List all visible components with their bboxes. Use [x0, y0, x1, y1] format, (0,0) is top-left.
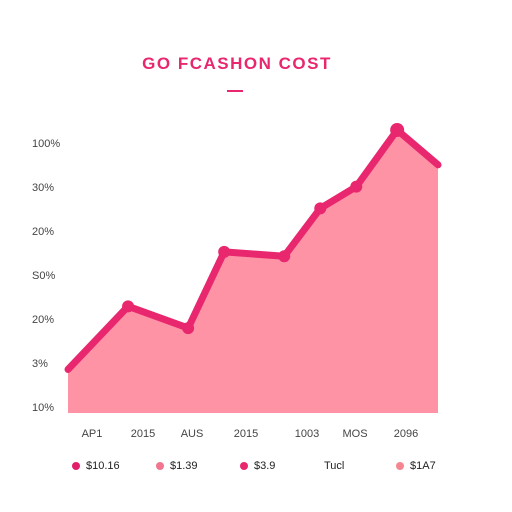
series-area: [68, 130, 438, 413]
plot-area: [64, 123, 442, 413]
y-tick-label: S0%: [32, 270, 55, 282]
legend-label: $10.16: [86, 460, 120, 472]
legend-label: $1.39: [170, 460, 198, 472]
legend: $10.16 $1.39 $3.9 Tucl $1A7: [72, 460, 452, 478]
y-axis-ticks: 100% 30% 20% S0% 20% 3% 10%: [32, 138, 60, 414]
data-point: [314, 202, 327, 215]
legend-label: Tucl: [324, 460, 345, 472]
chart-title: GO FCASHON COST: [142, 54, 332, 73]
x-tick-label: 2015: [131, 428, 155, 440]
legend-label: $3.9: [254, 460, 276, 472]
y-tick-label: 10%: [32, 402, 54, 414]
x-tick-label: 2096: [394, 428, 418, 440]
title-underline: [227, 90, 243, 92]
x-tick-label: 2015: [234, 428, 258, 440]
legend-item: $1A7: [396, 460, 436, 472]
legend-swatch: [396, 462, 404, 470]
y-tick-label: 30%: [32, 182, 54, 194]
y-tick-label: 100%: [32, 138, 60, 150]
data-point: [278, 250, 291, 263]
y-tick-label: 3%: [32, 358, 48, 370]
data-point: [390, 123, 405, 137]
data-point: [122, 300, 135, 313]
y-tick-label: 20%: [32, 314, 54, 326]
x-tick-label: MOS: [342, 428, 367, 440]
y-tick-label: 20%: [32, 226, 54, 238]
x-axis-ticks: AP1 2015 AUS 2015 1003 MOS 2096: [82, 428, 419, 440]
data-point: [350, 180, 363, 193]
legend-item: $1.39: [156, 460, 198, 472]
legend-swatch: [72, 462, 80, 470]
legend-label: $1A7: [410, 460, 436, 472]
data-point: [218, 245, 231, 258]
x-tick-label: AP1: [82, 428, 103, 440]
legend-item: $3.9: [240, 460, 275, 472]
legend-swatch: [156, 462, 164, 470]
legend-item: Tucl: [324, 460, 344, 472]
data-point: [182, 322, 195, 335]
legend-swatch: [240, 462, 248, 470]
legend-item: $10.16: [72, 460, 120, 472]
x-tick-label: AUS: [181, 428, 204, 440]
x-tick-label: 1003: [295, 428, 319, 440]
